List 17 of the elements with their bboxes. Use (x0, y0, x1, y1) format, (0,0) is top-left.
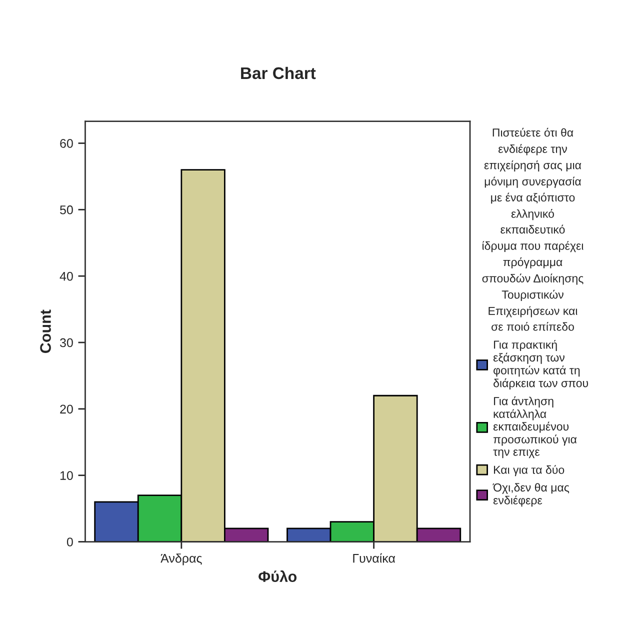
chart-title: Bar Chart (241, 66, 316, 80)
legend-label: Όχι,δεν θα μας ενδιέφερε (492, 483, 570, 507)
legend-label: Για άντληση κατάλληλα εκπαιδευμένου προσωπικού για την επιχε (493, 396, 577, 458)
y-tick-label: 50 (60, 205, 73, 214)
text: Πιστεύετε ότι θα ενδιέφερε την επιχείρησή σας μια μόνιμη συνεργασία με ένα αξιόπιστο ελληνικό εκπαιδευτικό ίδρυμα που παρέχει πρόγραμμα σπουδών Διοίκησης Τουριστικών Επιχειρήσεων και σε ποιό επίπεδο (482, 128, 584, 331)
x-tick-label: Γυναίκα (353, 553, 396, 563)
x-tick-label: Άνδρας (160, 554, 202, 566)
y-axis-title: Count (40, 310, 51, 353)
x-axis-title: Φύλο (258, 570, 297, 582)
y-tick-label: 60 (60, 139, 73, 148)
y-tick-label: 10 (60, 471, 73, 480)
y-tick-label: 0 (66, 538, 73, 546)
y-tick-label: 40 (60, 272, 73, 281)
y-tick-label: 30 (60, 338, 73, 348)
legend-label: Και για τα δύο (494, 465, 564, 476)
legend-label: Για πρακτική εξάσκηση των φοιτητών κατά τη διάρκεια των σπου (493, 340, 588, 390)
y-tick-label: 20 (60, 404, 73, 414)
